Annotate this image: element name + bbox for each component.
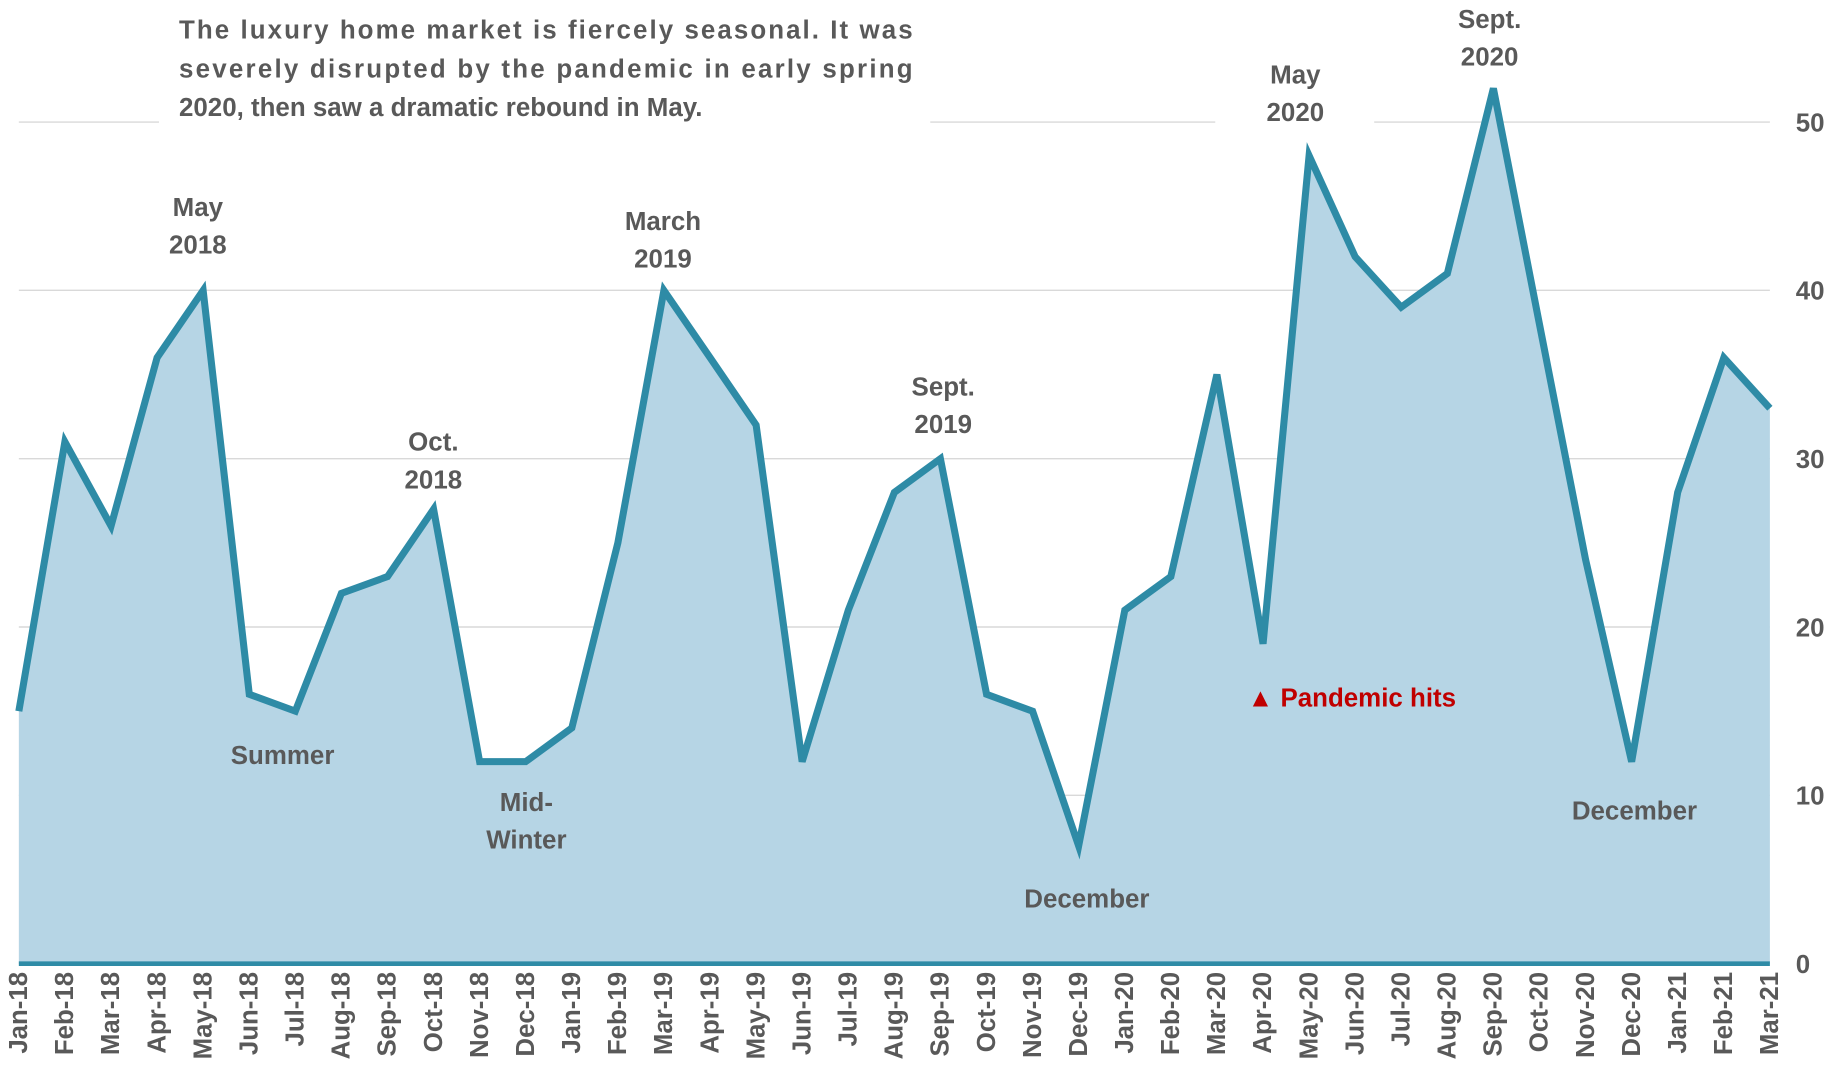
x-tick-label: Jun-19 [788, 972, 816, 1055]
x-tick-label: Feb-20 [1157, 972, 1185, 1055]
annotation: 2019 [634, 246, 692, 274]
annotation: Oct. [408, 429, 458, 457]
x-tick-label: May-19 [742, 972, 770, 1060]
annotation: 2019 [914, 411, 972, 439]
x-tick-label: Feb-19 [604, 972, 632, 1055]
x-tick-label: Mar-18 [97, 972, 125, 1055]
x-tick-label: Sep-20 [1480, 972, 1508, 1057]
title-background [158, 0, 931, 135]
x-tick-label: Jul-20 [1387, 972, 1415, 1047]
x-tick-label: Mar-20 [1203, 972, 1231, 1055]
x-tick-label: Aug-18 [328, 972, 356, 1060]
annotation: 2018 [169, 232, 227, 260]
x-tick-label: Dec-19 [1065, 972, 1093, 1057]
area-fill [18, 88, 1770, 964]
annotation: ▲ Pandemic hits [1248, 685, 1456, 713]
title-line: The luxury home market is fiercely seaso… [179, 17, 913, 45]
annotation: 2020 [1461, 44, 1519, 72]
annotation: Sept. [1458, 6, 1521, 34]
annotation: 2020 [1267, 99, 1325, 127]
x-tick-label: Apr-20 [1249, 972, 1277, 1054]
annotation: Summer [231, 742, 335, 770]
x-tick-label: Oct-20 [1526, 972, 1554, 1052]
x-tick-label: Aug-19 [881, 972, 909, 1060]
annotation: December [1572, 797, 1697, 825]
x-tick-label: Apr-18 [143, 972, 171, 1054]
title-line: 2020, then saw a dramatic rebound in May… [179, 94, 702, 122]
annotation: Mid- [500, 789, 553, 817]
area-line [15, 87, 1773, 860]
y-tick-label: 0 [1796, 951, 1810, 979]
x-tick-label: Feb-21 [1710, 972, 1738, 1055]
annotation: Sept. [912, 374, 975, 402]
x-tick-label: Jul-18 [282, 972, 310, 1047]
annotation-background [1215, 46, 1375, 135]
annotation: May [173, 194, 224, 222]
annotation: 2018 [405, 466, 463, 494]
x-tick-label: Nov-18 [466, 972, 494, 1058]
x-tick-label: Jan-20 [1111, 972, 1139, 1054]
x-tick-label: Aug-20 [1434, 972, 1462, 1060]
x-tick-label: Sep-19 [927, 972, 955, 1057]
x-tick-label: Jan-21 [1664, 972, 1692, 1054]
x-tick-label: Jan-19 [558, 972, 586, 1054]
y-tick-label: 20 [1796, 614, 1825, 642]
x-tick-label: Jun-18 [235, 972, 263, 1055]
x-tick-label: Feb-18 [51, 972, 79, 1055]
x-tick-label: Sep-18 [374, 972, 402, 1057]
x-tick-label: Nov-19 [1019, 972, 1047, 1058]
y-tick-label: 10 [1796, 783, 1825, 811]
x-tick-label: Jun-20 [1341, 972, 1369, 1055]
y-tick-label: 50 [1796, 109, 1825, 137]
annotation: December [1024, 885, 1149, 913]
annotation: Winter [486, 827, 566, 855]
annotation: March [625, 208, 701, 236]
x-tick-label: May-18 [189, 972, 217, 1060]
x-tick-label: Dec-18 [512, 972, 540, 1057]
y-tick-label: 40 [1796, 278, 1825, 306]
x-tick-label: Oct-19 [973, 972, 1001, 1052]
y-tick-label: 30 [1796, 446, 1825, 474]
x-tick-label: Oct-18 [420, 972, 448, 1052]
x-tick-label: Nov-20 [1572, 972, 1600, 1058]
annotation: May [1270, 61, 1321, 89]
x-tick-label: Apr-19 [696, 972, 724, 1054]
x-tick-label: Mar-21 [1756, 972, 1784, 1055]
x-tick-label: May-20 [1295, 972, 1323, 1060]
x-tick-label: Jan-18 [5, 972, 33, 1054]
x-tick-label: Dec-20 [1618, 972, 1646, 1057]
x-tick-label: Mar-19 [650, 972, 678, 1055]
x-tick-label: Jul-19 [834, 972, 862, 1047]
